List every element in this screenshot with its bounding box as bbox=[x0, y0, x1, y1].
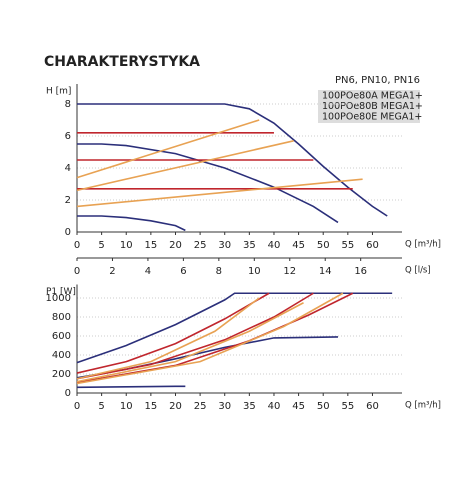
x-tick-label: 60 bbox=[366, 240, 379, 251]
curve bbox=[77, 143, 339, 224]
x-tick-label: 55 bbox=[341, 240, 354, 251]
subtitle: PN6, PN10, PN16 bbox=[335, 75, 420, 86]
x2-axis-label: Q [l/s] bbox=[405, 266, 431, 276]
x-tick-label: 5 bbox=[98, 401, 104, 412]
x-tick-label: 50 bbox=[317, 240, 330, 251]
y-tick-label: 8 bbox=[65, 99, 71, 110]
x-axis-label: Q [m³/h] bbox=[405, 240, 441, 250]
curve bbox=[76, 292, 393, 364]
y-tick-label: 0 bbox=[65, 388, 71, 399]
x2-tick-label: 16 bbox=[354, 266, 367, 277]
x-tick-label: 30 bbox=[218, 401, 231, 412]
x-tick-label: 35 bbox=[243, 240, 256, 251]
x2-tick-label: 0 bbox=[74, 266, 80, 277]
y-tick-label: 800 bbox=[52, 312, 71, 323]
x-tick-label: 50 bbox=[317, 401, 330, 412]
curve bbox=[76, 178, 363, 208]
y-tick-label: 0 bbox=[65, 227, 71, 238]
y-axis-label: P1 [W] bbox=[46, 287, 76, 297]
y-tick-label: 1000 bbox=[46, 293, 71, 304]
curve bbox=[76, 292, 344, 385]
y-tick-label: 400 bbox=[52, 350, 71, 361]
x-tick-label: 60 bbox=[366, 401, 379, 412]
x-tick-label: 15 bbox=[144, 401, 157, 412]
chart-title: CHARAKTERYSTYKA bbox=[44, 54, 200, 70]
x-tick-label: 25 bbox=[194, 240, 207, 251]
x-tick-label: 45 bbox=[292, 401, 305, 412]
x2-tick-label: 6 bbox=[180, 266, 186, 277]
curve bbox=[76, 292, 314, 380]
x-tick-label: 35 bbox=[243, 401, 256, 412]
x-tick-label: 20 bbox=[169, 401, 182, 412]
y-tick-label: 200 bbox=[52, 369, 71, 380]
y-tick-label: 4 bbox=[65, 163, 71, 174]
curve bbox=[77, 103, 388, 217]
curve bbox=[77, 215, 186, 232]
x-tick-label: 0 bbox=[74, 240, 80, 251]
curve bbox=[76, 297, 260, 380]
y-tick-label: 6 bbox=[65, 131, 71, 142]
x-tick-label: 10 bbox=[120, 240, 133, 251]
legend-entry: 100POe80E MEGA1+ bbox=[322, 112, 422, 123]
x-tick-label: 15 bbox=[144, 240, 157, 251]
y-tick-label: 2 bbox=[65, 195, 71, 206]
curve bbox=[76, 302, 304, 383]
curve bbox=[76, 119, 260, 179]
x-tick-label: 10 bbox=[120, 401, 133, 412]
x-tick-label: 40 bbox=[268, 401, 281, 412]
x-tick-label: 5 bbox=[98, 240, 104, 251]
x-tick-label: 30 bbox=[218, 240, 231, 251]
x2-tick-label: 4 bbox=[145, 266, 151, 277]
y-tick-label: 600 bbox=[52, 331, 71, 342]
x-tick-label: 20 bbox=[169, 240, 182, 251]
legend-entry: 100POe80B MEGA1+ bbox=[322, 101, 423, 112]
x2-tick-label: 2 bbox=[109, 266, 115, 277]
curve bbox=[76, 292, 270, 374]
legend-box bbox=[318, 90, 420, 123]
x-axis-label: Q [m³/h] bbox=[405, 401, 441, 411]
x-tick-label: 0 bbox=[74, 401, 80, 412]
x2-tick-label: 12 bbox=[283, 266, 296, 277]
curve bbox=[76, 140, 294, 192]
x2-tick-label: 10 bbox=[248, 266, 261, 277]
curve bbox=[76, 385, 186, 389]
legend-entry: 100POe80A MEGA1+ bbox=[322, 91, 423, 102]
y-axis-label: H [m] bbox=[46, 87, 71, 97]
x2-tick-label: 8 bbox=[216, 266, 222, 277]
x-tick-label: 40 bbox=[268, 240, 281, 251]
x2-tick-label: 14 bbox=[319, 266, 332, 277]
x-tick-label: 45 bbox=[292, 240, 305, 251]
x-tick-label: 55 bbox=[341, 401, 354, 412]
x-tick-label: 25 bbox=[194, 401, 207, 412]
